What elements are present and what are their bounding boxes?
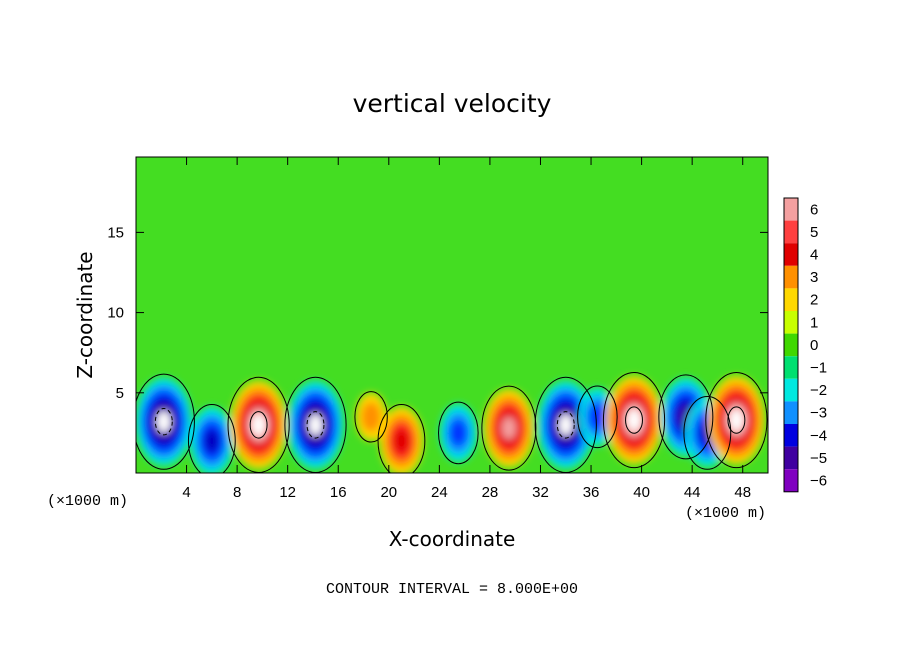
zero-contour <box>227 376 290 473</box>
colorbar-swatch <box>784 288 798 311</box>
x-unit-note-right: (×1000 m) <box>685 505 766 522</box>
chart-title: vertical velocity <box>353 89 552 118</box>
velocity-field <box>136 371 768 473</box>
y-axis-label: Z-coordinate <box>73 251 97 378</box>
zero-contour <box>534 376 597 473</box>
inner-contour <box>249 411 268 439</box>
updraft-cell <box>393 429 410 453</box>
downdraft-cell <box>450 420 467 446</box>
colorbar-label: −2 <box>810 382 827 399</box>
downdraft-cell <box>558 414 573 436</box>
x-tick-label: 44 <box>684 484 701 501</box>
colorbar-label: 6 <box>810 201 818 218</box>
colorbar-label: 3 <box>810 269 818 286</box>
x-tick-label: 48 <box>734 484 751 501</box>
colorbar-label: −1 <box>810 360 827 377</box>
updraft-cell <box>729 409 744 431</box>
inner-contour <box>306 411 325 439</box>
zero-contour <box>577 385 618 449</box>
colorbar-swatch <box>784 311 798 334</box>
inner-contour <box>154 407 173 436</box>
colorbar-label: 1 <box>810 314 818 331</box>
colorbar-swatch <box>784 401 798 424</box>
colorbar-swatch <box>784 424 798 447</box>
zero-contour <box>136 373 195 470</box>
y-ticks: 5 10 15 <box>107 224 768 402</box>
velocity-cells <box>136 376 765 473</box>
y-tick-label: 15 <box>107 224 124 241</box>
x-tick-label: 32 <box>532 484 549 501</box>
x-tick-label: 16 <box>330 484 347 501</box>
zero-contour <box>683 395 732 470</box>
zero-contour <box>481 385 537 471</box>
x-tick-label: 12 <box>279 484 296 501</box>
zero-contour <box>284 376 347 473</box>
colorbar-label: 2 <box>810 292 818 309</box>
downdraft-cell <box>308 414 323 436</box>
inner-contour <box>556 411 575 439</box>
x-tick-label: 20 <box>380 484 397 501</box>
plot-frame <box>135 156 769 474</box>
colorbar-label: 4 <box>810 247 818 264</box>
colorbar-swatch <box>784 469 798 492</box>
inner-contour <box>727 406 746 434</box>
colorbar-swatch <box>784 378 798 402</box>
y-tick-label: 10 <box>107 305 124 322</box>
zero-contour <box>438 401 479 465</box>
y-tick-label: 5 <box>116 385 124 402</box>
downdraft-cell <box>156 411 171 433</box>
colorbar-label: −4 <box>810 427 827 444</box>
x-tick-label: 8 <box>233 484 241 501</box>
x-unit-note-left: (×1000 m) <box>47 493 128 510</box>
colorbar-swatch <box>784 333 798 357</box>
x-axis-label: X-coordinate <box>389 527 516 551</box>
updraft-cell <box>627 409 641 431</box>
updraft-cell <box>361 402 381 432</box>
colorbar-swatch <box>784 198 798 221</box>
updraft-cell <box>251 414 266 436</box>
x-tick-label: 40 <box>633 484 650 501</box>
downdraft-cell <box>589 403 606 430</box>
x-tick-label: 28 <box>482 484 499 501</box>
x-tick-label: 24 <box>431 484 448 501</box>
x-ticks: 4 8 12 16 20 24 28 32 36 40 44 48 <box>182 157 751 501</box>
inner-contour <box>625 406 643 434</box>
zero-contour <box>658 374 714 460</box>
updraft-cell <box>501 416 517 440</box>
colorbar-swatch <box>784 220 798 244</box>
colorbar-swatch <box>784 356 798 379</box>
colorbar-label: 0 <box>810 337 818 354</box>
colorbar: 6 5 4 3 2 1 0 −1 −2 −3 −4 −5 −6 <box>783 197 827 493</box>
colorbar-label: −6 <box>810 473 827 490</box>
colorbar-swatch <box>784 265 798 289</box>
colorbar-swatch <box>784 446 798 470</box>
zero-contour <box>602 371 666 469</box>
colorbar-swatch <box>784 243 798 266</box>
zero-contour <box>187 404 236 473</box>
colorbar-label: 5 <box>810 224 818 241</box>
zero-contour <box>705 371 768 469</box>
colorbar-label: −5 <box>810 450 827 467</box>
x-tick-label: 4 <box>182 484 190 501</box>
zero-contour <box>354 391 388 443</box>
colorbar-frame <box>783 197 799 493</box>
zero-contour <box>377 404 426 473</box>
downdraft-cell <box>204 429 220 453</box>
contour-interval-footer: CONTOUR INTERVAL = 8.000E+00 <box>326 581 578 598</box>
x-tick-label: 36 <box>583 484 600 501</box>
colorbar-label: −3 <box>810 405 827 422</box>
